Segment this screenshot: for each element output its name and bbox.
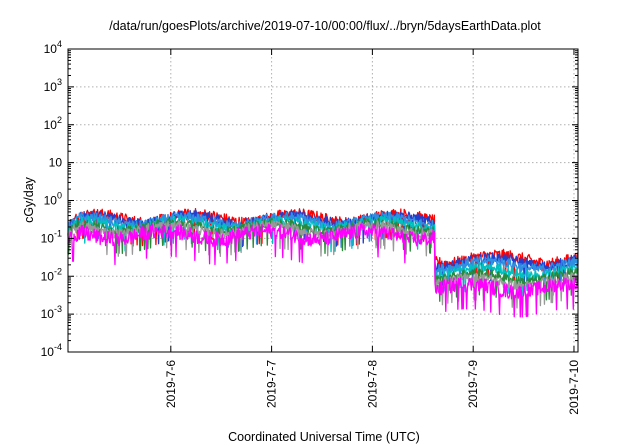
y-tick-base: 10 xyxy=(44,194,58,208)
y-tick-label: 10 xyxy=(49,156,63,170)
x-tick-label: 2019-7-8 xyxy=(365,360,379,408)
y-tick-base: 10 xyxy=(41,307,55,321)
y-tick-base: 10 xyxy=(41,231,55,245)
y-tick-exponent: -2 xyxy=(54,266,62,276)
y-tick-label: 104 xyxy=(44,39,62,56)
y-tick-exponent: 4 xyxy=(57,39,62,49)
x-tick-label: 2019-7-9 xyxy=(466,360,480,408)
y-tick-exponent: 0 xyxy=(57,191,62,201)
chart-title: /data/run/goesPlots/archive/2019-07-10/0… xyxy=(109,19,541,33)
series-line xyxy=(67,223,579,318)
x-tick-label: 2019-7-7 xyxy=(265,360,279,408)
y-tick-base: 10 xyxy=(44,80,58,94)
series-group xyxy=(67,207,579,318)
y-tick-label: 10-3 xyxy=(41,304,62,321)
y-tick-label: 10-1 xyxy=(41,228,62,245)
y-tick-exponent: 2 xyxy=(57,115,62,125)
y-tick-label: 10-4 xyxy=(41,342,62,359)
y-tick-label: 103 xyxy=(44,77,62,94)
y-tick-label: 102 xyxy=(44,115,62,132)
y-tick-label: 100 xyxy=(44,191,62,208)
y-tick-base: 10 xyxy=(44,42,58,56)
y-tick-exponent: -1 xyxy=(54,228,62,238)
y-tick-exponent: 3 xyxy=(57,77,62,87)
x-tick-label: 2019-7-10 xyxy=(567,360,581,415)
y-tick-label: 10-2 xyxy=(41,266,62,283)
x-axis-title: Coordinated Universal Time (UTC) xyxy=(228,430,420,444)
grid-lines xyxy=(68,49,578,352)
y-tick-base: 10 xyxy=(41,269,55,283)
y-tick-exponent: -4 xyxy=(54,342,62,352)
y-tick-exponent: -3 xyxy=(54,304,62,314)
axis-ticks xyxy=(68,48,578,353)
y-tick-base: 10 xyxy=(44,118,58,132)
x-tick-label: 2019-7-6 xyxy=(164,360,178,408)
y-tick-base: 10 xyxy=(49,156,63,170)
y-axis-title: cGy/day xyxy=(22,176,36,223)
series-line xyxy=(67,211,579,293)
y-tick-base: 10 xyxy=(41,345,55,359)
